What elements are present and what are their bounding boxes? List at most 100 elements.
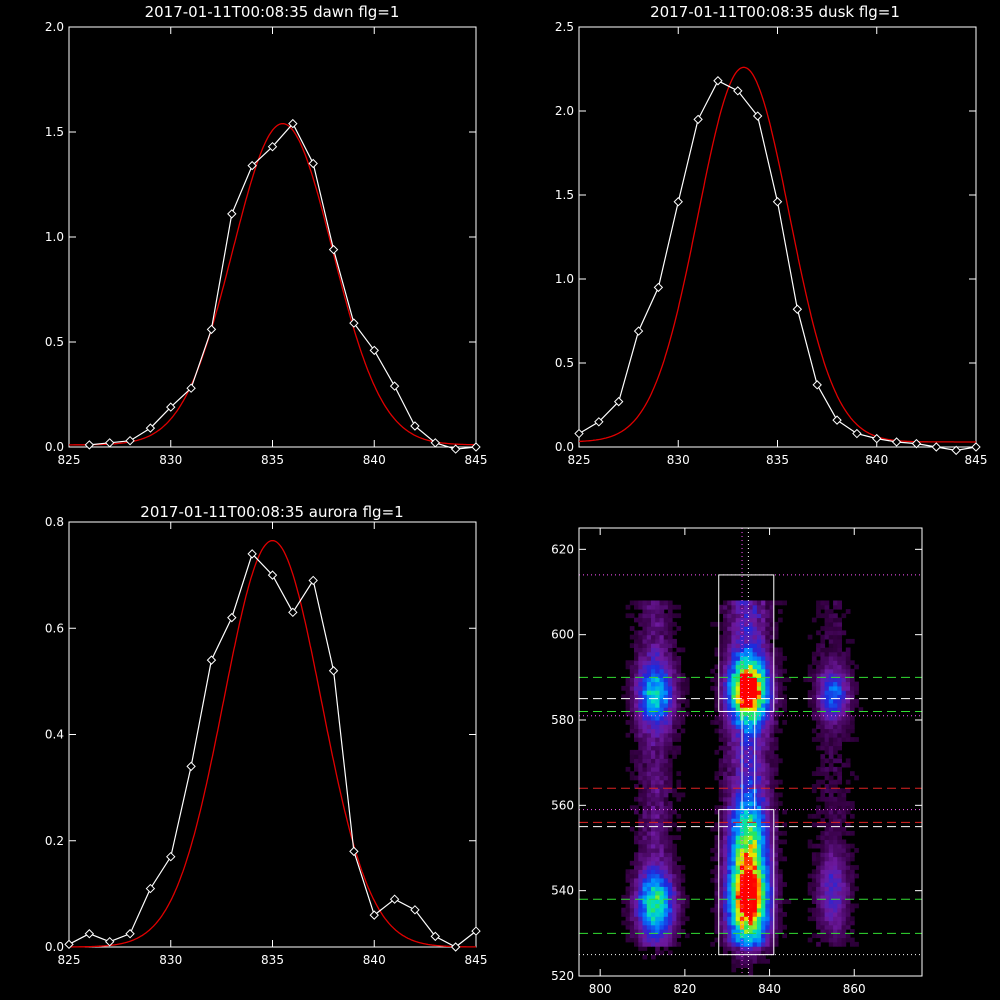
heatmap-cell (655, 737, 660, 742)
heatmap-cell (756, 856, 762, 862)
heatmap-cell (752, 924, 758, 930)
heatmap-cell (816, 873, 821, 879)
heatmap-cell (676, 604, 682, 610)
heatmap-cell (735, 609, 741, 614)
heatmap-cell (655, 856, 660, 862)
heatmap-cell (756, 779, 762, 785)
heatmap-cell (769, 784, 775, 789)
heatmap-cell (748, 890, 754, 896)
heatmap-cell (748, 737, 754, 742)
heatmap-cell (833, 937, 838, 943)
dawn-panel: 2017-01-11T00:08:35 dawn flg=1 825 830 835… (45, 3, 488, 467)
heatmap-cell (820, 626, 826, 631)
heatmap-cell (765, 899, 770, 904)
heatmap-cell (659, 865, 665, 870)
heatmap-cell (727, 656, 732, 661)
heatmap-cell (625, 604, 631, 610)
heatmap-cell (655, 950, 660, 956)
heatmap-cell (773, 660, 779, 666)
heatmap-cell (778, 801, 783, 806)
aurora-data-point (64, 939, 74, 950)
heatmap-cell (735, 950, 741, 956)
heatmap-cell (731, 813, 737, 819)
heatmap-cell (676, 779, 682, 785)
heatmap-cell (769, 903, 775, 909)
heatmap-cell (667, 843, 673, 849)
heatmap-cell (731, 626, 737, 631)
heatmap-cell (837, 656, 842, 661)
heatmap-cell (638, 924, 643, 930)
heatmap-cell (816, 745, 821, 751)
heatmap-cell (642, 766, 648, 772)
heatmap-cell (833, 634, 838, 640)
heatmap-cell (642, 754, 648, 759)
heatmap-cell (634, 698, 639, 704)
heatmap-cell (629, 715, 635, 721)
heatmap-cell (621, 894, 626, 900)
heatmap-cell (837, 899, 842, 904)
heatmap-cell (718, 929, 724, 934)
heatmap-cell (761, 809, 766, 815)
heatmap-cell (778, 685, 783, 691)
heatmap-cell (773, 720, 779, 725)
heatmap-cell (634, 805, 639, 811)
heatmap-cell (718, 707, 724, 712)
heatmap-cell (833, 920, 838, 926)
heatmap-cell (672, 937, 677, 943)
heatmap-cell (778, 651, 783, 657)
heatmap-cell (659, 656, 665, 661)
heatmap-cell (667, 941, 673, 947)
heatmap-cell (761, 737, 766, 742)
heatmap-cell (723, 775, 728, 781)
heatmap-cell (625, 903, 631, 909)
heatmap-cell (769, 694, 775, 700)
heatmap-cell (663, 741, 669, 747)
heatmap-cell (727, 903, 732, 909)
heatmap-cell (845, 809, 851, 815)
heatmap-cell (807, 702, 813, 708)
heatmap-cell (765, 711, 770, 717)
heatmap-cell (727, 788, 732, 794)
heatmap-cell (769, 613, 775, 619)
heatmap-cell (727, 604, 732, 610)
aurora-data-point (288, 607, 298, 618)
heatmap-cell (769, 724, 775, 730)
heatmap-cell (659, 826, 665, 832)
heatmap-cell (676, 873, 682, 879)
heatmap-cell (655, 698, 660, 704)
heatmap-cell (748, 694, 754, 700)
heatmap-cell (816, 609, 821, 614)
heatmap-cell (651, 903, 656, 909)
image-xtick-label: 860 (843, 982, 866, 996)
heatmap-cell (837, 600, 842, 606)
heatmap-cell (638, 634, 643, 640)
heatmap-cell (756, 737, 762, 742)
heatmap-cell (752, 621, 758, 627)
heatmap-cell (638, 758, 643, 764)
heatmap-cell (748, 715, 754, 721)
heatmap-cell (837, 690, 842, 695)
heatmap-cell (748, 681, 754, 687)
heatmap-cell (837, 860, 842, 866)
heatmap-cell (756, 809, 762, 815)
heatmap-cell (629, 912, 635, 917)
heatmap-cell (642, 609, 648, 614)
heatmap-cell (761, 630, 766, 636)
heatmap-cell (828, 651, 834, 657)
heatmap-cell (638, 941, 643, 947)
heatmap-cell (765, 912, 770, 917)
heatmap-cell (761, 852, 766, 858)
heatmap-cell (850, 685, 855, 691)
heatmap-cell (833, 843, 838, 849)
heatmap-cell (663, 762, 669, 768)
heatmap-cell (820, 690, 826, 695)
heatmap-cell (752, 856, 758, 862)
heatmap-cell (824, 775, 830, 781)
heatmap-cell (756, 673, 762, 678)
heatmap-cell (773, 724, 779, 730)
heatmap-cell (642, 924, 648, 930)
heatmap-cell (811, 894, 817, 900)
dusk-fit-line (579, 66, 976, 443)
heatmap-cell (739, 600, 745, 606)
heatmap-cell (820, 715, 826, 721)
